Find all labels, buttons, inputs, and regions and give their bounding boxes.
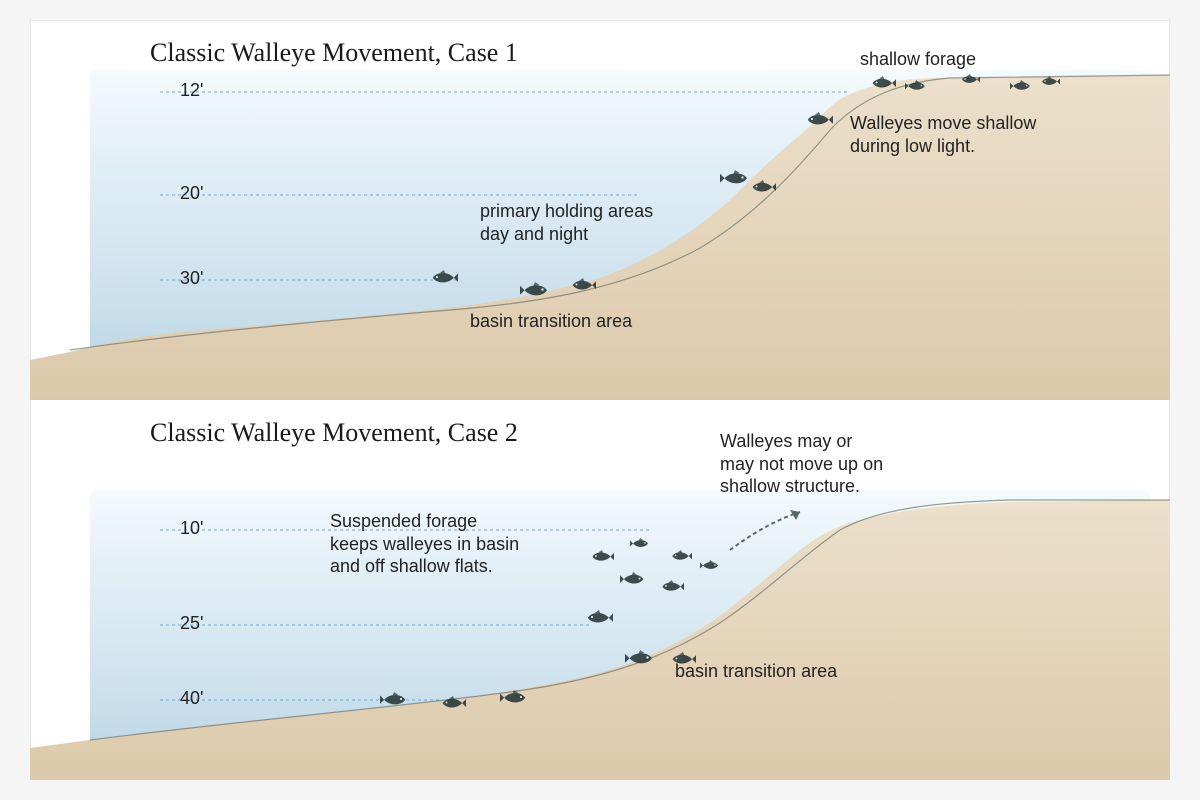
panel-case-2: Classic Walleye Movement, Case 2 Walleye…: [30, 400, 1170, 780]
annotation-basin: basin transition area: [470, 310, 632, 333]
fish-icon: [380, 692, 408, 707]
fish-icon: [660, 580, 684, 593]
fish-icon: [500, 690, 528, 705]
depth-label-25': 25': [180, 613, 203, 634]
annotation-holding: primary holding areas day and night: [480, 200, 653, 245]
fish-icon: [590, 550, 614, 563]
depth-label-30': 30': [180, 268, 203, 289]
fish-icon: [750, 180, 776, 194]
annotation-shallow_forage: shallow forage: [860, 48, 976, 71]
depth-label-40': 40': [180, 688, 203, 709]
depth-label-20': 20': [180, 183, 203, 204]
depth-label-10': 10': [180, 518, 203, 539]
annotation-may_move: Walleyes may or may not move up on shall…: [720, 430, 883, 498]
fish-icon: [625, 650, 655, 667]
fish-icon: [670, 550, 692, 562]
depth-label-12': 12': [180, 80, 203, 101]
canvas-case-2: [30, 400, 1170, 780]
annotation-basin: basin transition area: [675, 660, 837, 683]
fish-icon: [570, 278, 596, 292]
fish-icon: [520, 282, 550, 299]
fish-icon: [630, 538, 650, 549]
annotation-move_shallow: Walleyes move shallow during low light.: [850, 112, 1036, 157]
fish-icon: [700, 560, 720, 571]
annotation-suspended: Suspended forage keeps walleyes in basin…: [330, 510, 519, 578]
diagram-frame: Classic Walleye Movement, Case 1 shallow…: [30, 20, 1170, 780]
fish-icon: [440, 696, 466, 710]
fish-icon: [1040, 76, 1060, 87]
fish-icon: [805, 112, 833, 127]
title-case-2: Classic Walleye Movement, Case 2: [150, 418, 518, 448]
fish-icon: [430, 270, 458, 285]
fish-icon: [670, 652, 696, 666]
fish-icon: [870, 76, 896, 90]
fish-icon: [960, 74, 980, 85]
fish-icon: [620, 572, 646, 586]
title-case-1: Classic Walleye Movement, Case 1: [150, 38, 518, 68]
fish-icon: [1010, 80, 1032, 92]
fish-icon: [905, 80, 927, 92]
fish-icon: [720, 170, 750, 187]
panel-case-1: Classic Walleye Movement, Case 1 shallow…: [30, 20, 1170, 400]
fish-icon: [585, 610, 613, 625]
